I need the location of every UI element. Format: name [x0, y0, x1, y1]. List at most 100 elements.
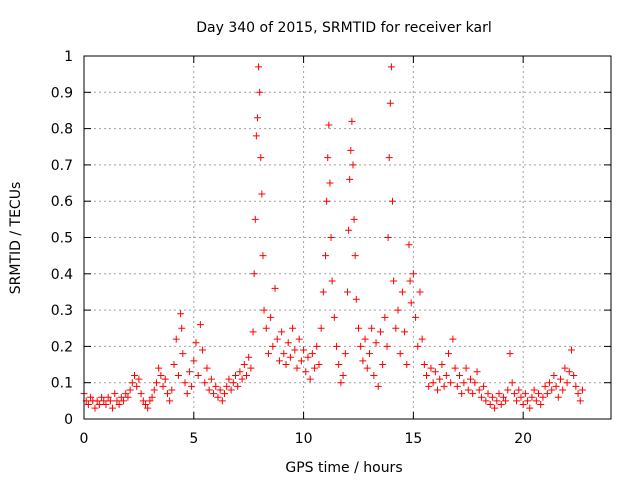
- data-point: [398, 288, 406, 296]
- data-point: [347, 146, 355, 154]
- data-point: [280, 350, 288, 358]
- data-point: [359, 357, 367, 365]
- data-point: [449, 335, 457, 343]
- data-point: [543, 390, 551, 398]
- data-point: [210, 390, 218, 398]
- data-point: [502, 397, 510, 405]
- data-point: [155, 364, 163, 372]
- data-point: [455, 371, 463, 379]
- data-point: [192, 339, 200, 347]
- data-point: [559, 386, 567, 394]
- data-point: [330, 313, 338, 321]
- data-point: [207, 375, 215, 383]
- axis-ticks: 00.10.20.30.40.50.60.70.80.910 5 10 15 20: [51, 49, 611, 447]
- data-point: [84, 400, 92, 408]
- data-point: [473, 368, 481, 376]
- plot-frame: [83, 55, 612, 420]
- data-point: [148, 393, 156, 401]
- data-point: [535, 390, 543, 398]
- data-point: [434, 386, 442, 394]
- data-point: [181, 379, 189, 387]
- data-point: [234, 382, 242, 390]
- data-point: [345, 226, 353, 234]
- data-point: [376, 328, 384, 336]
- data-point: [260, 306, 268, 314]
- data-point: [163, 390, 171, 398]
- data-point: [458, 390, 466, 398]
- data-point: [311, 364, 319, 372]
- data-point: [306, 375, 314, 383]
- data-point: [199, 346, 207, 354]
- data-point: [418, 335, 426, 343]
- data-point: [339, 371, 347, 379]
- data-point: [335, 361, 343, 369]
- data-point: [190, 357, 198, 365]
- data-point: [578, 386, 586, 394]
- data-point: [98, 393, 106, 401]
- data-point: [572, 382, 580, 390]
- data-point: [401, 328, 409, 336]
- data-point: [117, 393, 125, 401]
- data-point: [565, 368, 573, 376]
- y-tick-label: 0.7: [51, 158, 73, 174]
- data-point: [349, 161, 357, 169]
- data-point: [442, 371, 450, 379]
- data-point: [150, 386, 158, 394]
- data-point: [317, 324, 325, 332]
- data-point: [115, 400, 123, 408]
- data-point: [462, 364, 470, 372]
- data-point: [420, 361, 428, 369]
- x-tick-label: 0: [80, 431, 89, 447]
- data-point: [135, 375, 143, 383]
- x-axis-label: GPS time / hours: [285, 460, 402, 476]
- data-point: [361, 335, 369, 343]
- data-point: [146, 397, 154, 405]
- y-tick-label: 0.4: [51, 267, 73, 283]
- y-tick-label: 1: [64, 49, 73, 65]
- data-point: [333, 342, 341, 350]
- data-point: [526, 404, 534, 412]
- data-point: [504, 386, 512, 394]
- data-point: [322, 252, 330, 260]
- y-tick-label: 0.2: [51, 339, 73, 355]
- data-point: [168, 386, 176, 394]
- x-tick-label: 15: [404, 431, 422, 447]
- data-point: [139, 397, 147, 405]
- data-point: [370, 371, 378, 379]
- data-point: [574, 390, 582, 398]
- data-point: [396, 350, 404, 358]
- data-point: [291, 346, 299, 354]
- data-point: [403, 361, 411, 369]
- data-point: [405, 241, 413, 249]
- data-point: [122, 390, 130, 398]
- data-point: [453, 382, 461, 390]
- data-point: [289, 324, 297, 332]
- data-point: [326, 179, 334, 187]
- data-point: [351, 252, 359, 260]
- data-point: [466, 375, 474, 383]
- data-point: [363, 364, 371, 372]
- data-point: [251, 215, 259, 223]
- data-point: [390, 277, 398, 285]
- data-point: [253, 114, 261, 122]
- data-point: [293, 364, 301, 372]
- data-point: [517, 393, 525, 401]
- y-axis-label: SRMTID / TECUs: [8, 182, 24, 295]
- data-point: [341, 350, 349, 358]
- data-point: [286, 353, 294, 361]
- data-point: [304, 353, 312, 361]
- data-point: [257, 154, 265, 162]
- data-point: [488, 393, 496, 401]
- data-point: [177, 310, 185, 318]
- data-point: [218, 397, 226, 405]
- data-point: [521, 390, 529, 398]
- data-point: [530, 386, 538, 394]
- data-point: [271, 284, 279, 292]
- data-point: [524, 397, 532, 405]
- grid: [84, 56, 611, 419]
- data-point: [282, 361, 290, 369]
- data-point: [95, 400, 103, 408]
- data-point: [300, 346, 308, 354]
- data-point: [323, 197, 331, 205]
- y-tick-label: 0.3: [51, 303, 73, 319]
